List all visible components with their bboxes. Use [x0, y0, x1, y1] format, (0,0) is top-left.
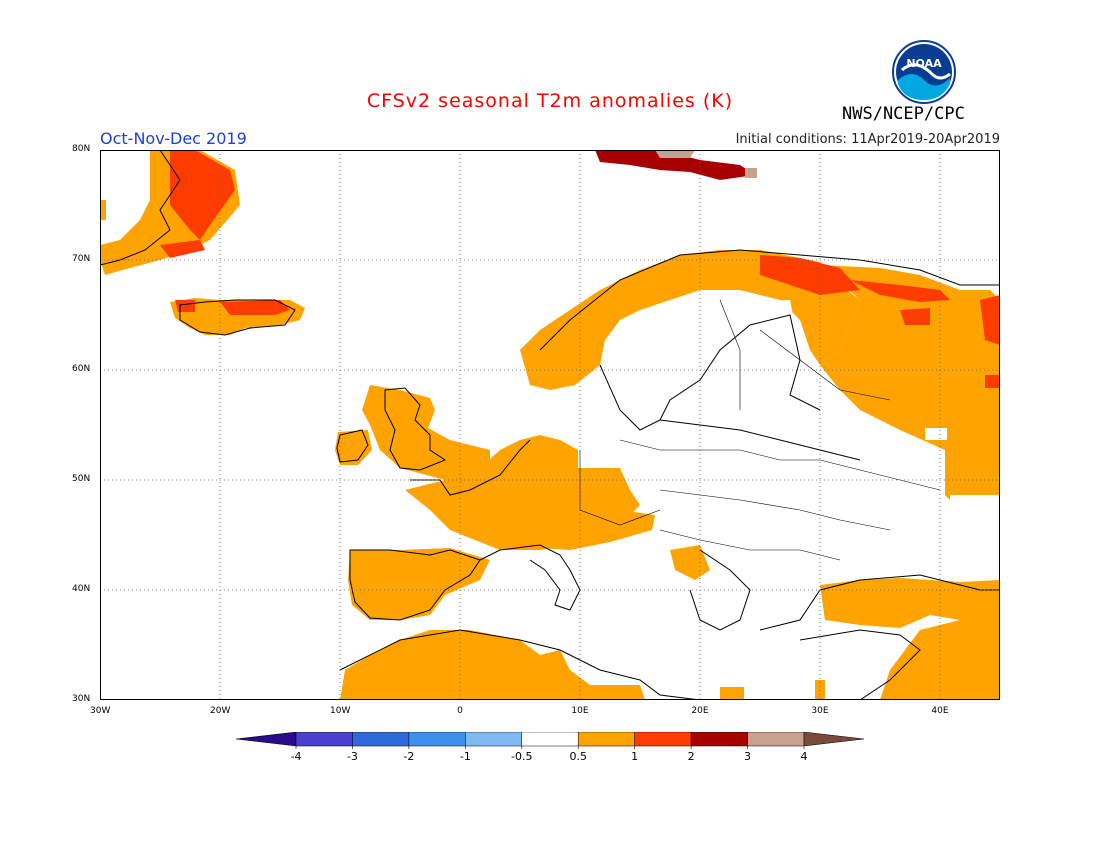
colorbar-tick-label: 0.5 [569, 750, 587, 763]
initial-conditions-label: Initial conditions: 11Apr2019-20Apr2019 [735, 132, 1000, 147]
colorbar-tick-label: 2 [688, 750, 695, 763]
anomaly-red-regions [160, 150, 1000, 388]
colorbar-segment [408, 732, 466, 747]
map-title: CFSv2 seasonal T2m anomalies (K) [366, 90, 734, 112]
noaa-logo-text: NOAA [906, 57, 942, 70]
lon-label: 20E [691, 706, 709, 716]
lon-label: 30E [811, 706, 829, 716]
lon-label: 40E [931, 706, 949, 716]
anomaly-darkred-regions [595, 150, 757, 180]
colorbar-segment [295, 732, 353, 747]
colorbar-low-arrow [236, 732, 297, 747]
anomaly-orange-regions [100, 150, 1000, 700]
colorbar-tick-label: 4 [801, 750, 808, 763]
lat-label: 30N [72, 694, 91, 704]
agency-label: NWS/NCEP/CPC [842, 104, 965, 124]
anomaly-white-gaps [600, 300, 1000, 510]
noaa-logo-icon: NOAA [892, 40, 956, 104]
lat-label: 50N [72, 474, 91, 484]
colorbar-tick-label: 3 [744, 750, 751, 763]
lon-label: 20W [210, 706, 231, 716]
colorbar-segment [352, 732, 410, 747]
lat-label: 40N [72, 584, 91, 594]
colorbar-tick-label: 1 [631, 750, 638, 763]
colorbar-segment [465, 732, 523, 747]
colorbar-segment [577, 732, 635, 747]
colorbar-segment [747, 732, 805, 747]
anomaly-map [99, 149, 1001, 701]
colorbar-tick-label: -0.5 [511, 750, 532, 763]
colorbar-high-arrow [803, 732, 864, 747]
map-canvas [99, 149, 1001, 701]
colorbar-segment [690, 732, 748, 747]
lon-label: 10W [330, 706, 351, 716]
colorbar-tick-label: -2 [403, 750, 414, 763]
period-label: Oct-Nov-Dec 2019 [100, 129, 247, 148]
colorbar-segment [634, 732, 692, 747]
lon-label: 30W [90, 706, 111, 716]
lat-label: 80N [72, 144, 91, 154]
colorbar-segment [521, 732, 579, 747]
colorbar-tick-label: -3 [347, 750, 358, 763]
lon-label: 10E [571, 706, 589, 716]
colorbar-legend: -4 -3 -2 -1 -0.5 0.5 1 2 3 4 [236, 732, 864, 763]
coastlines [99, 149, 1000, 701]
lat-label: 70N [72, 254, 91, 264]
lat-label: 60N [72, 364, 91, 374]
lon-label: 0 [457, 706, 463, 716]
colorbar-tick-label: -1 [460, 750, 471, 763]
colorbar-tick-label: -4 [291, 750, 302, 763]
